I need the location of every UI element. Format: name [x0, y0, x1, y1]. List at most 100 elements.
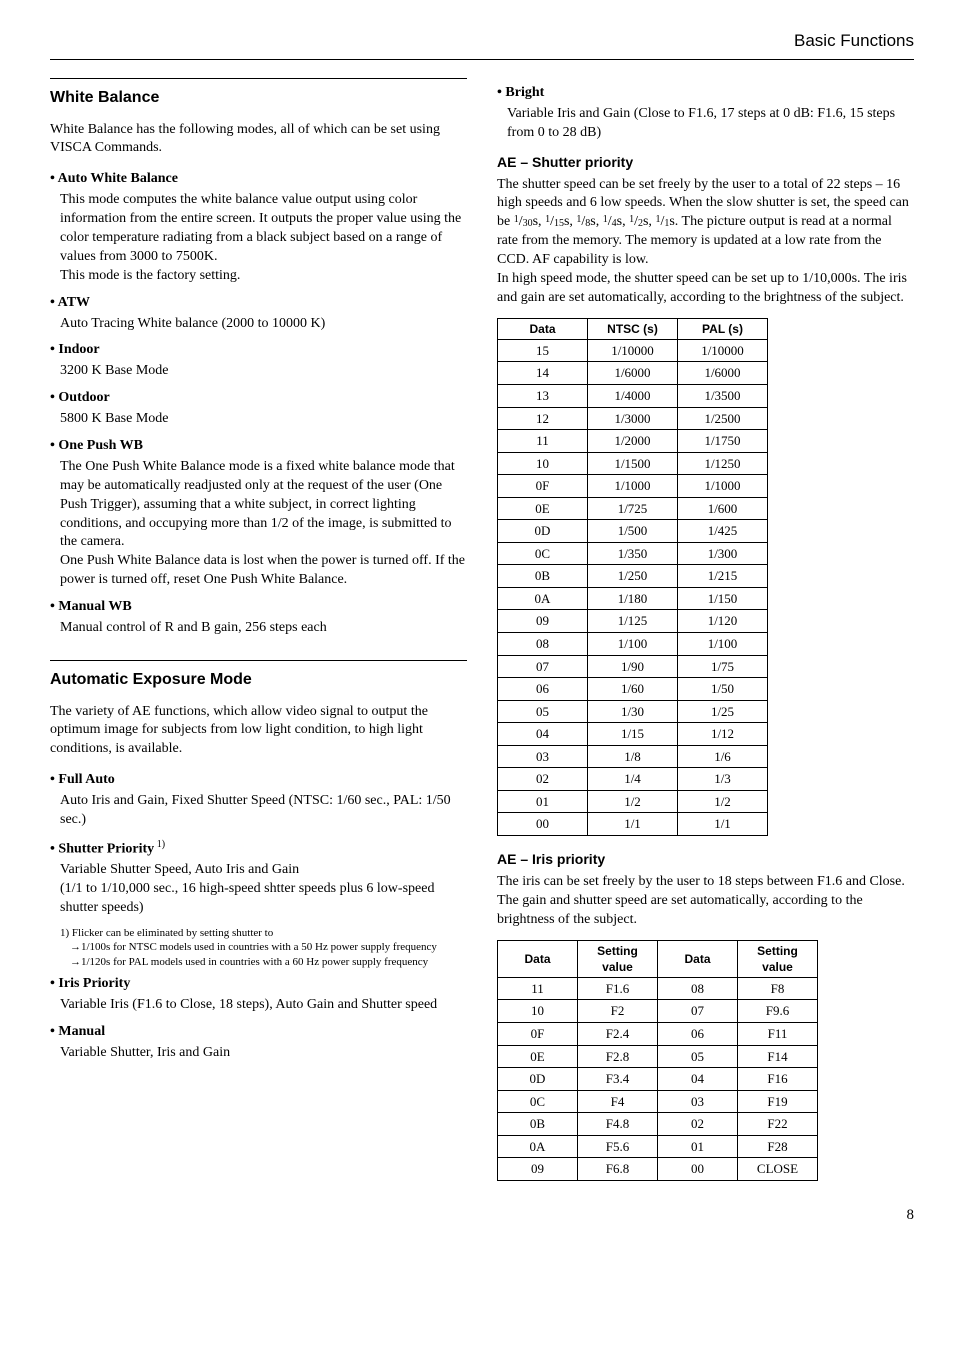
wb-item-4-label: • One Push WB	[50, 437, 467, 456]
shutter-para: The shutter speed can be set freely by t…	[497, 176, 914, 308]
table-cell: 1/3000	[588, 407, 678, 430]
table-cell: 1/90	[588, 655, 678, 678]
table-cell: 05	[658, 1045, 738, 1068]
table-cell: 1/725	[588, 497, 678, 520]
table-row: 041/151/12	[498, 723, 768, 746]
table-header: Data	[658, 940, 738, 977]
table-row: 0CF403F19	[498, 1090, 818, 1113]
table-cell: 1/100	[678, 633, 768, 656]
left-column: White Balance White Balance has the foll…	[50, 78, 467, 1195]
table-cell: F19	[738, 1090, 818, 1113]
wb-item-5-label: • Manual WB	[50, 598, 467, 617]
table-row: 081/1001/100	[498, 633, 768, 656]
table-cell: 1/120	[678, 610, 768, 633]
table-row: 011/21/2	[498, 790, 768, 813]
ae-footnote-sub-0: →1/100s for NTSC models used in countrie…	[70, 940, 467, 954]
table-cell: 1/15	[588, 723, 678, 746]
ae-item-4-label: • Manual	[50, 1023, 467, 1042]
table-row: 031/81/6	[498, 745, 768, 768]
table-cell: 0A	[498, 587, 588, 610]
table-cell: 06	[498, 678, 588, 701]
table-cell: 1/6000	[678, 362, 768, 385]
shutter-title: AE – Shutter priority	[497, 153, 914, 172]
table-row: 121/30001/2500	[498, 407, 768, 430]
table-cell: 02	[498, 768, 588, 791]
bright-desc: Variable Iris and Gain (Close to F1.6, 1…	[507, 105, 914, 143]
table-row: 10F207F9.6	[498, 1000, 818, 1023]
table-cell: 1/8	[588, 745, 678, 768]
table-cell: 09	[498, 1158, 578, 1181]
iris-title: AE – Iris priority	[497, 850, 914, 869]
table-row: 0B1/2501/215	[498, 565, 768, 588]
ae-title: Automatic Exposure Mode	[50, 669, 467, 691]
table-cell: 1/10000	[678, 339, 768, 362]
table-cell: 02	[658, 1113, 738, 1136]
ae-item-0-label: • Full Auto	[50, 771, 467, 790]
table-cell: 0B	[498, 565, 588, 588]
wb-item-3-label: • Outdoor	[50, 389, 467, 408]
table-cell: 01	[658, 1135, 738, 1158]
table-cell: 0F	[498, 475, 588, 498]
table-cell: 0B	[498, 1113, 578, 1136]
divider	[50, 78, 467, 79]
table-cell: F2.4	[578, 1022, 658, 1045]
table-cell: 03	[658, 1090, 738, 1113]
table-cell: 13	[498, 385, 588, 408]
iris-para: The iris can be set freely by the user t…	[497, 873, 914, 930]
table-row: 021/41/3	[498, 768, 768, 791]
table-cell: 01	[498, 790, 588, 813]
page-number: 8	[50, 1205, 914, 1225]
shutter-table: DataNTSC (s)PAL (s) 151/100001/10000141/…	[497, 318, 768, 836]
table-row: 0EF2.805F14	[498, 1045, 818, 1068]
table-cell: F16	[738, 1068, 818, 1091]
ae-intro: The variety of AE functions, which allow…	[50, 703, 467, 760]
table-cell: F6.8	[578, 1158, 658, 1181]
table-cell: 1/60	[588, 678, 678, 701]
wb-item-1-label: • ATW	[50, 294, 467, 313]
table-row: 0FF2.406F11	[498, 1022, 818, 1045]
table-cell: 07	[658, 1000, 738, 1023]
table-cell: 0A	[498, 1135, 578, 1158]
table-cell: 1/25	[678, 700, 768, 723]
table-cell: F28	[738, 1135, 818, 1158]
table-header: Setting value	[578, 940, 658, 977]
table-cell: 1/50	[678, 678, 768, 701]
table-header: Data	[498, 940, 578, 977]
table-cell: 15	[498, 339, 588, 362]
table-cell: 0C	[498, 542, 588, 565]
table-cell: F14	[738, 1045, 818, 1068]
table-row: 0D1/5001/425	[498, 520, 768, 543]
table-cell: 06	[658, 1022, 738, 1045]
table-cell: F9.6	[738, 1000, 818, 1023]
wb-item-2-label: • Indoor	[50, 341, 467, 360]
bright-label: • Bright	[497, 84, 914, 103]
table-cell: F2.8	[578, 1045, 658, 1068]
table-cell: 1/1500	[588, 452, 678, 475]
table-row: 091/1251/120	[498, 610, 768, 633]
table-cell: 0F	[498, 1022, 578, 1045]
table-cell: 1/75	[678, 655, 768, 678]
table-row: 111/20001/1750	[498, 430, 768, 453]
wb-intro: White Balance has the following modes, a…	[50, 121, 467, 159]
table-row: 061/601/50	[498, 678, 768, 701]
table-cell: 1/350	[588, 542, 678, 565]
table-cell: 11	[498, 977, 578, 1000]
table-cell: 04	[498, 723, 588, 746]
table-cell: 1/1000	[588, 475, 678, 498]
table-header: Data	[498, 318, 588, 339]
right-column: • Bright Variable Iris and Gain (Close t…	[497, 78, 914, 1195]
table-cell: 1/2500	[678, 407, 768, 430]
wb-item-3-desc: 5800 K Base Mode	[60, 410, 467, 429]
table-cell: 1/600	[678, 497, 768, 520]
table-cell: F1.6	[578, 977, 658, 1000]
table-cell: 0D	[498, 520, 588, 543]
table-cell: 1/6000	[588, 362, 678, 385]
table-row: 0C1/3501/300	[498, 542, 768, 565]
table-cell: 1/2000	[588, 430, 678, 453]
table-header: Setting value	[738, 940, 818, 977]
table-cell: 12	[498, 407, 588, 430]
table-cell: 1/1750	[678, 430, 768, 453]
table-cell: 1/3500	[678, 385, 768, 408]
table-cell: 1/425	[678, 520, 768, 543]
ae-item-1-desc: Variable Shutter Speed, Auto Iris and Ga…	[60, 861, 467, 918]
